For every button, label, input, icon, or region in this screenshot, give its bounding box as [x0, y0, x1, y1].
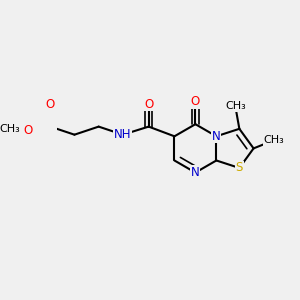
Text: O: O: [23, 124, 32, 137]
Text: O: O: [46, 98, 55, 110]
Text: O: O: [191, 95, 200, 108]
Text: N: N: [212, 130, 221, 143]
Text: S: S: [236, 161, 243, 175]
Text: CH₃: CH₃: [225, 101, 246, 111]
Text: N: N: [191, 166, 200, 179]
Text: O: O: [144, 98, 153, 110]
Text: NH: NH: [114, 128, 132, 141]
Text: CH₃: CH₃: [263, 135, 284, 145]
Text: CH₃: CH₃: [0, 124, 20, 134]
